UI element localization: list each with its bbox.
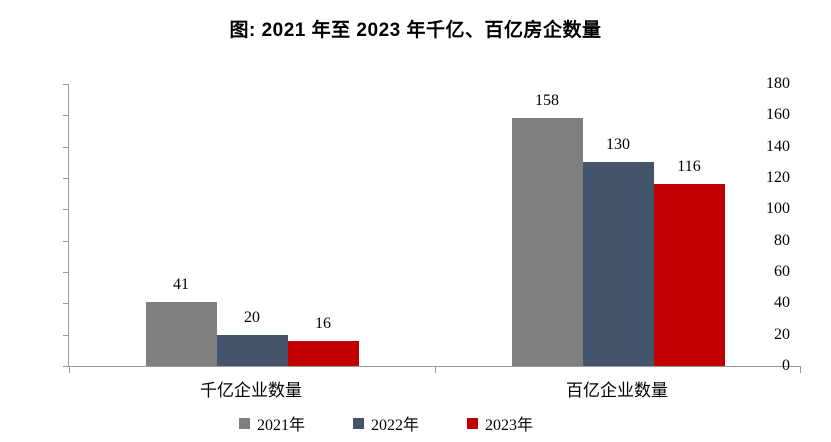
bar: [145, 301, 217, 366]
bar: [511, 118, 583, 366]
y-tick-label: 0: [782, 357, 790, 374]
y-tick-mark: [63, 209, 69, 211]
y-tick-label: 180: [766, 75, 790, 92]
y-tick-mark: [63, 178, 69, 179]
y-tick-label: 40: [774, 294, 790, 312]
legend-item: 2022年: [352, 411, 419, 435]
legend-swatch: [238, 417, 250, 429]
legend-label: 2022年: [370, 417, 419, 434]
y-tick-mark: [63, 146, 69, 148]
y-tick-label: 140: [766, 137, 790, 155]
value-label: 116: [677, 158, 701, 176]
legend-swatch: [352, 417, 364, 429]
y-tick-label: 120: [766, 169, 790, 186]
y-tick-mark: [63, 366, 69, 367]
x-tick-mark: [800, 367, 801, 373]
value-label: 41: [173, 275, 189, 293]
legend: 2021年 2022年 2023年: [0, 411, 772, 435]
bar: [216, 334, 288, 366]
legend-swatch: [467, 417, 478, 429]
chart-title: 图: 2021 年至 2023 年千亿、百亿房企数量: [229, 20, 602, 41]
x-tick-mark: [435, 367, 436, 373]
y-tick-mark: [63, 334, 69, 336]
y-tick-mark: [63, 115, 69, 117]
legend-label: 2021年: [256, 417, 305, 434]
value-label: 158: [535, 92, 559, 110]
value-label: 130: [606, 136, 630, 154]
plot-area: 0 20 40 60 80 100 120 140 160 180 41 20 16 158 130 116: [63, 75, 801, 374]
y-tick-label: 160: [766, 106, 790, 124]
value-label: 16: [315, 314, 331, 332]
legend-item: 2023年: [467, 411, 533, 435]
value-label: 20: [244, 308, 260, 326]
y-tick-label: 80: [774, 231, 790, 249]
category-label: 千亿企业数量: [200, 381, 302, 400]
y-tick-mark: [63, 240, 69, 242]
y-tick-mark: [63, 272, 69, 273]
y-tick-mark: [63, 84, 69, 85]
y-tick-label: 20: [774, 325, 790, 343]
category-label: 百亿企业数量: [566, 381, 668, 400]
y-tick-mark: [63, 303, 69, 305]
x-tick-mark: [69, 367, 70, 373]
bar: [582, 162, 654, 366]
bar: [653, 184, 725, 366]
y-tick-label: 60: [774, 263, 790, 280]
legend-item: 2021年: [238, 411, 305, 435]
legend-label: 2023年: [485, 417, 534, 434]
y-tick-label: 100: [766, 200, 790, 218]
bar: [287, 340, 359, 366]
